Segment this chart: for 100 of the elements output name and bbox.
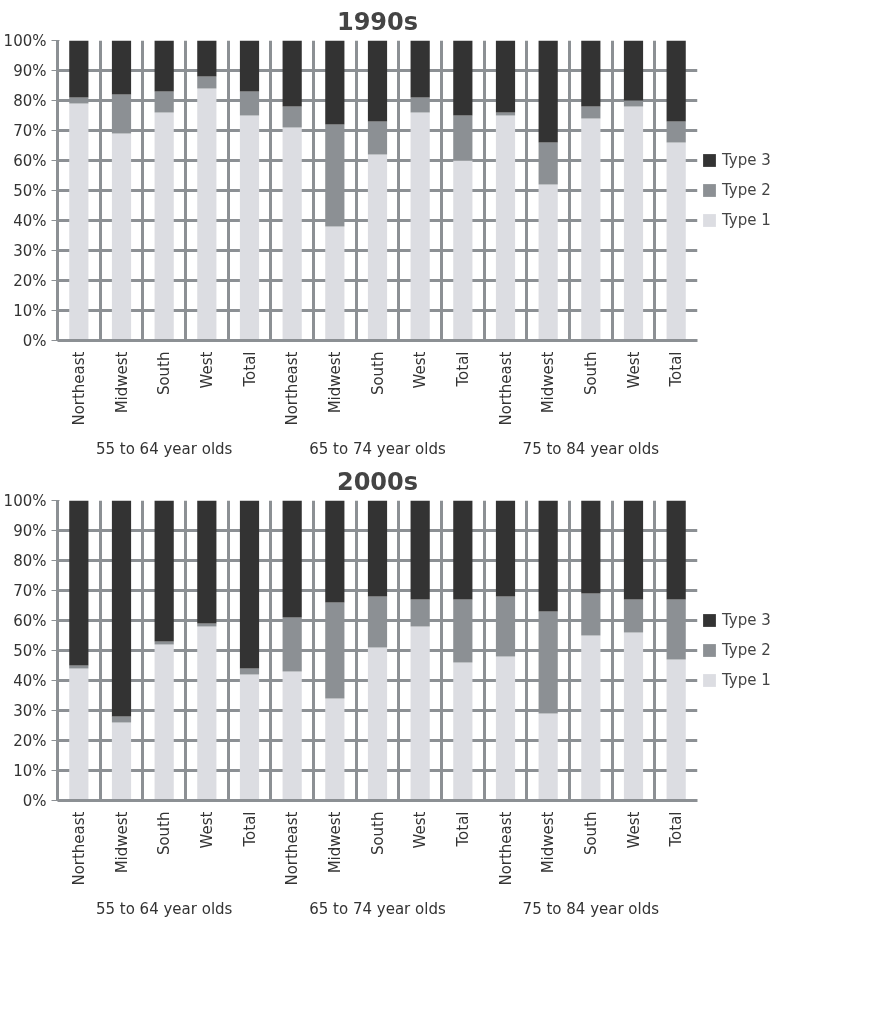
bar (282, 671, 302, 801)
bar (410, 97, 430, 113)
legend-label: Type 3 (722, 151, 771, 169)
bar (623, 100, 644, 107)
bar (69, 500, 89, 666)
bar (367, 154, 388, 341)
x-tick-label: Northeast (69, 811, 88, 886)
x-tick-label: Total (453, 351, 472, 388)
x-tick-label: West (411, 811, 430, 849)
bar (154, 91, 174, 113)
bar (623, 40, 644, 101)
y-tick-label: 70% (13, 581, 47, 600)
bar (623, 632, 644, 801)
x-tick-label: Total (240, 351, 259, 388)
x-tick-label: South (155, 811, 174, 856)
bar (111, 94, 132, 134)
bar (197, 626, 217, 801)
x-tick-label: Midwest (112, 351, 131, 414)
bar (666, 659, 686, 801)
bar (666, 142, 686, 341)
bar (154, 500, 174, 642)
y-tick-label: 40% (13, 671, 47, 690)
bar (495, 500, 516, 597)
x-tick-label: Midwest (539, 351, 558, 414)
bar (197, 500, 217, 624)
bar (581, 500, 601, 594)
x-tick-label: Total (667, 811, 686, 848)
chart-title: 2000s (336, 467, 419, 496)
x-tick-label: South (581, 351, 600, 396)
x-tick-label: Northeast (283, 351, 302, 426)
text: 65 to 74 year olds (309, 899, 446, 918)
y-tick-label: 80% (13, 91, 47, 110)
bar (410, 500, 430, 600)
x-tick-label: West (624, 351, 643, 389)
bar (453, 662, 473, 801)
bar (623, 599, 644, 633)
x-tick-label: South (155, 351, 174, 396)
x-tick-label: South (368, 811, 387, 856)
y-tick-label: 0% (22, 331, 47, 350)
bar (453, 500, 473, 600)
x-tick-label: Midwest (325, 811, 344, 874)
x-tick-label: West (197, 351, 216, 389)
y-tick-label: 90% (13, 521, 47, 540)
text: 55 to 64 year olds (95, 899, 233, 918)
bar (325, 124, 345, 227)
bar (410, 599, 430, 627)
bar (325, 226, 345, 341)
bar (282, 127, 302, 341)
bar (239, 668, 260, 675)
text: 65 to 74 year olds (309, 439, 446, 458)
bar (538, 500, 558, 612)
bar (495, 40, 516, 113)
y-tick-label: 90% (13, 61, 47, 80)
bar (666, 121, 686, 143)
bar (239, 115, 260, 341)
bar (453, 599, 473, 663)
bar (410, 626, 430, 801)
y-tick-label: 100% (3, 491, 47, 510)
y-tick-label: 60% (13, 151, 47, 170)
text: 75 to 84 year olds (522, 439, 660, 458)
bar (111, 716, 132, 723)
x-tick-label: West (197, 811, 216, 849)
y-tick-label: 20% (13, 271, 47, 290)
bar (410, 40, 430, 98)
y-tick-label: 50% (13, 641, 47, 660)
bar (154, 641, 174, 645)
x-tick-label: South (368, 351, 387, 396)
y-tick-label: 10% (13, 301, 47, 320)
bar (495, 596, 516, 657)
bar (111, 133, 132, 341)
legend-label: Type 2 (722, 181, 771, 199)
x-tick-label: South (581, 811, 600, 856)
y-tick-label: 70% (13, 121, 47, 140)
bar (666, 599, 686, 660)
x-tick-label: West (624, 811, 643, 849)
text: 55 to 64 year olds (95, 439, 233, 458)
x-tick-label: Northeast (496, 811, 515, 886)
bar (325, 500, 345, 603)
bar (453, 115, 473, 161)
bar (282, 106, 302, 128)
bar (581, 40, 601, 107)
bar (69, 665, 89, 669)
x-tick-label: Total (240, 811, 259, 848)
bar (367, 647, 388, 801)
bar (282, 617, 302, 672)
y-tick-label: 30% (13, 701, 47, 720)
bar (367, 596, 388, 648)
bar (453, 160, 473, 341)
bar (154, 644, 174, 801)
x-tick-label: Midwest (112, 811, 131, 874)
text: 75 to 84 year olds (522, 899, 660, 918)
legend-label: Type 2 (722, 641, 771, 659)
legend-label: Type 3 (722, 611, 771, 629)
bar (69, 103, 89, 341)
bar (623, 500, 644, 600)
bar (538, 40, 558, 143)
chart-title: 1990s (336, 7, 419, 36)
x-tick-label: Northeast (496, 351, 515, 426)
x-tick-label: Total (667, 351, 686, 388)
bar (282, 500, 302, 618)
